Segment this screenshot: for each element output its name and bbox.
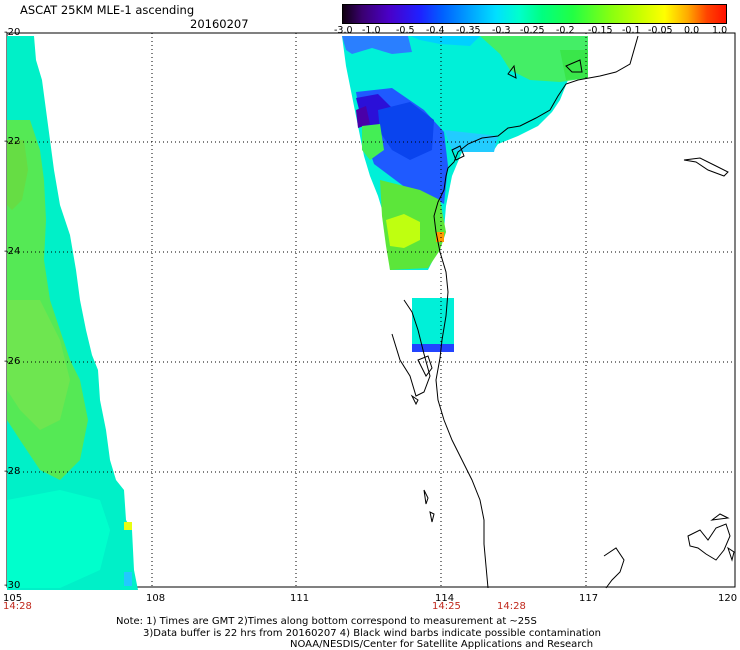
east-swath bbox=[342, 36, 588, 270]
south-swath bbox=[412, 298, 454, 352]
colorbar-label-9: -0.1 bbox=[622, 25, 641, 36]
colorbar-label-11: 0.0 bbox=[684, 25, 700, 36]
lon-label-114: 114 bbox=[435, 593, 455, 604]
colorbar-label-8: -0.15 bbox=[588, 25, 613, 36]
lat-label-28: -28 bbox=[4, 466, 21, 477]
colorbar-label-0: -3.0 bbox=[334, 25, 353, 36]
colorbar-label-4: -0.35 bbox=[456, 25, 481, 36]
colorbar bbox=[342, 4, 727, 24]
colorbar-label-2: -0.5 bbox=[396, 25, 415, 36]
lon-label-120: 120 bbox=[718, 593, 738, 604]
colorbar-label-12: 1.0 bbox=[712, 25, 728, 36]
time-label-west: 14:28 bbox=[3, 601, 32, 612]
note-line-2: 3)Data buffer is 22 hrs from 20160207 4)… bbox=[143, 628, 601, 639]
lon-label-108: 108 bbox=[146, 593, 166, 604]
lon-label-105: 105 bbox=[3, 593, 23, 604]
lat-label-22: -22 bbox=[4, 136, 21, 147]
time-label-mid: 14:25 bbox=[432, 601, 461, 612]
map-title: ASCAT 25KM MLE-1 ascending bbox=[20, 3, 195, 17]
lon-label-111: 111 bbox=[290, 593, 310, 604]
lat-label-20: -20 bbox=[4, 27, 21, 38]
graticule bbox=[7, 33, 735, 587]
coastline bbox=[391, 35, 735, 589]
colorbar-label-10: -0.05 bbox=[648, 25, 673, 36]
note-line-3: NOAA/NESDIS/Center for Satellite Applica… bbox=[290, 639, 594, 650]
colorbar-label-5: -0.3 bbox=[492, 25, 511, 36]
time-label-east: 14:28 bbox=[497, 601, 526, 612]
note-line-1: Note: 1) Times are GMT 2)Times along bot… bbox=[116, 616, 537, 627]
lon-label-117: 117 bbox=[579, 593, 599, 604]
colorbar-label-1: -1.0 bbox=[362, 25, 381, 36]
colorbar-label-3: -0.4 bbox=[426, 25, 445, 36]
lat-label-30: -30 bbox=[4, 580, 21, 591]
lat-label-24: -24 bbox=[4, 246, 21, 257]
colorbar-label-7: -0.2 bbox=[556, 25, 575, 36]
lat-label-26: -26 bbox=[4, 356, 21, 367]
colorbar-label-6: -0.25 bbox=[520, 25, 545, 36]
map-date: 20160207 bbox=[190, 17, 249, 31]
west-swath bbox=[7, 36, 138, 590]
colorbar-gradient bbox=[343, 5, 726, 23]
